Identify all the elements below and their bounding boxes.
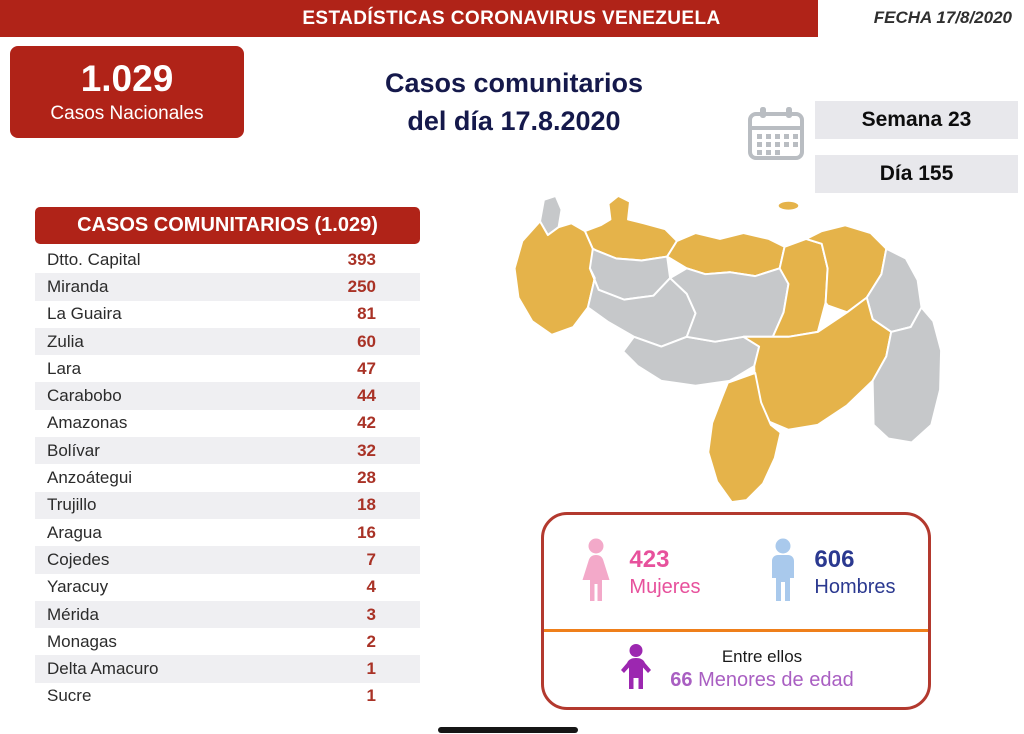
cases-table-header: CASOS COMUNITARIOS (1.029) — [35, 207, 420, 244]
table-row: Aragua 16 — [35, 518, 420, 547]
day-badge: Día 155 — [815, 155, 1018, 193]
state-value: 47 — [357, 358, 376, 378]
week-badge: Semana 23 — [815, 101, 1018, 139]
map-state-yellow — [513, 220, 596, 336]
women-stat: 423 Mujeres — [629, 546, 700, 599]
minors-text: Entre ellos 66 Menores de edad — [670, 647, 853, 692]
table-row: Bolívar 32 — [35, 437, 420, 465]
cases-table-body: Dtto. Capital 393 Miranda 250 La Guaira … — [35, 246, 420, 711]
top-header-bar: ESTADÍSTICAS CORONAVIRUS VENEZUELA — [0, 0, 818, 37]
state-name: Dtto. Capital — [47, 249, 141, 269]
community-cases-title-line1: Casos comunitarios — [384, 68, 644, 98]
table-row: Cojedes 7 — [35, 546, 420, 574]
venezuela-map — [495, 192, 945, 507]
minors-count: 66 — [670, 669, 693, 691]
state-name: La Guaira — [47, 304, 122, 324]
men-stat: 606 Hombres — [814, 546, 895, 599]
men-cell: 606 Hombres — [736, 515, 928, 629]
state-value: 3 — [366, 604, 376, 624]
table-row: Zulia 60 — [35, 327, 420, 356]
child-icon — [618, 644, 654, 695]
national-cases-count: 1.029 — [80, 58, 174, 100]
table-row: La Guaira 81 — [35, 300, 420, 328]
table-row: Dtto. Capital 393 — [35, 246, 420, 274]
state-value: 7 — [366, 549, 376, 569]
calendar-icon — [746, 105, 806, 168]
state-value: 16 — [357, 522, 376, 542]
state-value: 250 — [347, 276, 376, 296]
state-name: Carabobo — [47, 386, 122, 406]
state-name: Aragua — [47, 522, 102, 542]
state-name: Amazonas — [47, 413, 128, 433]
state-value: 393 — [347, 249, 376, 269]
state-value: 60 — [357, 331, 376, 351]
state-value: 28 — [357, 468, 376, 488]
state-name: Anzoátegui — [47, 468, 133, 488]
state-name: Trujillo — [47, 495, 97, 515]
state-value: 81 — [357, 304, 376, 324]
state-name: Miranda — [47, 276, 109, 296]
orange-divider — [544, 629, 928, 632]
state-name: Mérida — [47, 604, 99, 624]
table-row: Miranda 250 — [35, 273, 420, 301]
state-name: Monagas — [47, 631, 117, 651]
state-name: Bolívar — [47, 440, 100, 460]
table-row: Yaracuy 4 — [35, 573, 420, 601]
state-name: Lara — [47, 358, 82, 378]
state-value: 44 — [357, 386, 376, 406]
demographics-top-row: 423 Mujeres 606 Hombres — [544, 515, 928, 629]
national-cases-box: 1.029 Casos Nacionales — [10, 46, 244, 138]
minors-row: Entre ellos 66 Menores de edad — [544, 632, 928, 707]
map-state-yellow — [707, 372, 782, 504]
national-cases-label: Casos Nacionales — [50, 102, 204, 124]
state-value: 1 — [366, 659, 376, 679]
page-title: ESTADÍSTICAS CORONAVIRUS VENEZUELA — [302, 7, 721, 29]
table-row: Carabobo 44 — [35, 382, 420, 410]
state-value: 2 — [366, 631, 376, 651]
minors-prefix: Entre ellos — [721, 647, 803, 666]
state-value: 1 — [366, 686, 376, 706]
state-name: Delta Amacuro — [47, 659, 159, 679]
minors-line: 66 Menores de edad — [670, 669, 853, 692]
state-value: 18 — [357, 495, 376, 515]
table-row: Mérida 3 — [35, 600, 420, 629]
male-icon — [768, 538, 798, 607]
community-cases-title: Casos comunitarios del día 17.8.2020 — [288, 64, 740, 140]
map-state-gray — [871, 306, 943, 444]
table-row: Anzoátegui 28 — [35, 464, 420, 492]
state-name: Sucre — [47, 686, 92, 706]
map-state-yellow — [742, 296, 893, 431]
men-count: 606 — [814, 545, 855, 573]
table-row: Lara 47 — [35, 355, 420, 383]
community-cases-title-line2: del día 17.8.2020 — [407, 106, 621, 136]
table-row: Monagas 2 — [35, 628, 420, 656]
state-name: Yaracuy — [47, 577, 109, 597]
table-row: Trujillo 18 — [35, 491, 420, 519]
map-island — [776, 199, 801, 212]
table-row: Sucre 1 — [35, 682, 420, 711]
state-name: Cojedes — [47, 549, 110, 569]
men-label: Hombres — [814, 575, 896, 598]
demographics-box: 423 Mujeres 606 Hombres — [541, 512, 931, 710]
state-value: 42 — [357, 413, 376, 433]
state-name: Zulia — [47, 331, 84, 351]
state-value: 4 — [366, 577, 376, 597]
minors-label: Menores de edad — [698, 669, 854, 691]
table-row: Amazonas 42 — [35, 409, 420, 438]
table-row: Delta Amacuro 1 — [35, 655, 420, 683]
women-label: Mujeres — [629, 575, 701, 598]
state-value: 32 — [357, 440, 376, 460]
female-icon — [579, 538, 613, 607]
date-label: FECHA 17/8/2020 — [873, 8, 1012, 27]
women-cell: 423 Mujeres — [544, 515, 736, 629]
women-count: 423 — [629, 545, 670, 573]
home-indicator-bar — [438, 727, 578, 733]
